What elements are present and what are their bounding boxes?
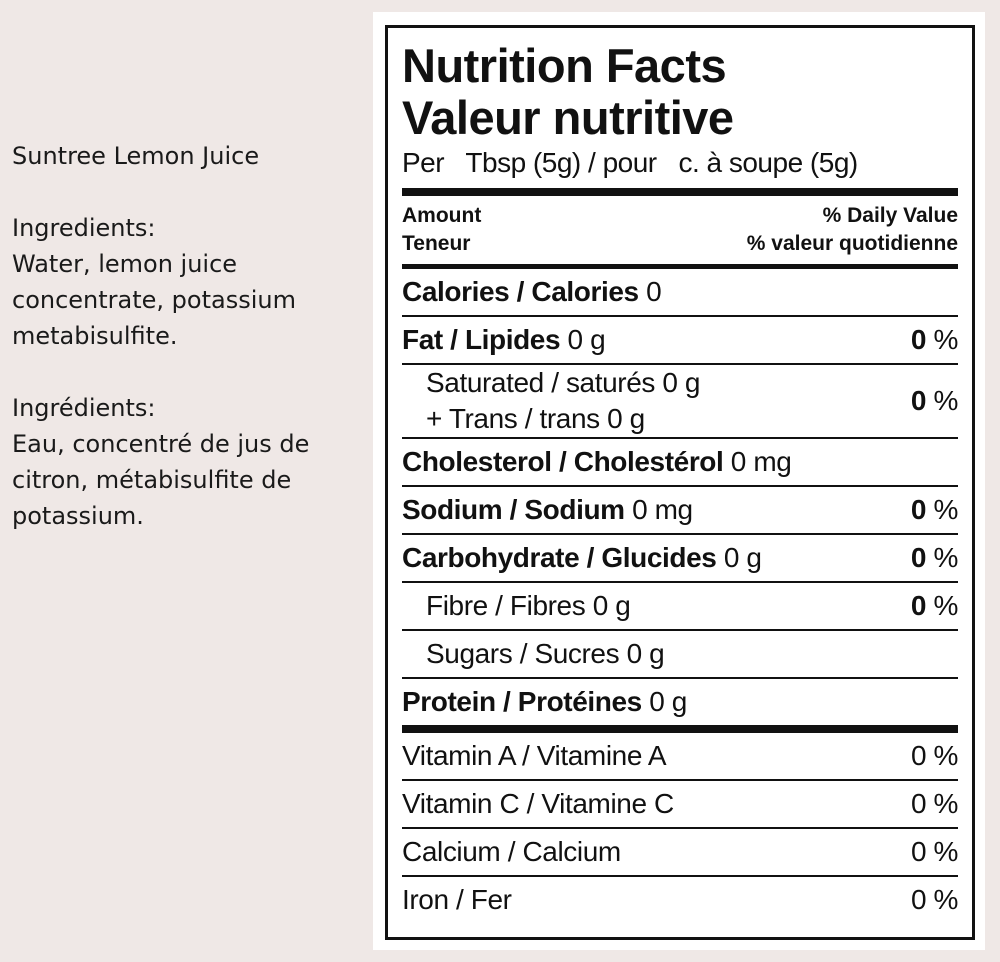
vitamin-row: Calcium / Calcium 0 % xyxy=(402,827,958,875)
divider-thick xyxy=(402,188,958,196)
carbohydrate-row: Carbohydrate / Glucides 0 g 0 % xyxy=(402,533,958,581)
sodium-pct: 0 xyxy=(910,494,927,525)
vitamin-pct: 0 % xyxy=(910,788,958,819)
divider-medium xyxy=(402,264,958,269)
sodium-row: Sodium / Sodium 0 mg 0 % xyxy=(402,485,958,533)
fat-value: 0 g xyxy=(567,324,606,355)
sat-trans-pct-sign: % xyxy=(933,385,959,416)
vitamin-name: Vitamin A / Vitamine A xyxy=(402,740,667,771)
title-en: Nutrition Facts xyxy=(402,39,727,92)
vitamin-name: Calcium / Calcium xyxy=(402,836,621,867)
ingredients-en-label: Ingredients: xyxy=(12,214,156,242)
saturated-text: Saturated / saturés 0 g xyxy=(426,367,701,398)
nutrition-facts-table: Nutrition Facts Valeur nutritive Per Tbs… xyxy=(385,25,975,940)
cholesterol-value: 0 mg xyxy=(730,446,792,477)
carb-value: 0 g xyxy=(723,542,762,573)
vitamin-pct: 0 % xyxy=(910,836,958,867)
ingredients-fr: Ingrédients: Eau, concentré de jus de ci… xyxy=(12,390,362,534)
fibre-text: Fibre / Fibres 0 g xyxy=(426,590,631,621)
title-fr: Valeur nutritive xyxy=(402,91,734,144)
sodium-label: Sodium / Sodium xyxy=(402,494,625,525)
product-info: Suntree Lemon Juice Ingredients: Water, … xyxy=(12,138,362,570)
dv-en: % Daily Value xyxy=(822,204,958,227)
calories-value: 0 xyxy=(646,276,662,307)
label-title: Nutrition Facts Valeur nutritive xyxy=(402,40,958,144)
ingredients-en: Ingredients: Water, lemon juice concentr… xyxy=(12,210,362,354)
cholesterol-row: Cholesterol / Cholestérol 0 mg xyxy=(402,437,958,485)
carb-label: Carbohydrate / Glucides xyxy=(402,542,717,573)
saturated-trans-row: Saturated / saturés 0 g + Trans / trans … xyxy=(402,363,958,437)
carb-pct-sign: % xyxy=(933,542,959,573)
cholesterol-label: Cholesterol / Cholestérol xyxy=(402,446,724,477)
vitamin-row: Iron / Fer 0 % xyxy=(402,875,958,923)
calories-row: Calories / Calories 0 xyxy=(402,269,958,315)
protein-label: Protein / Protéines xyxy=(402,686,642,717)
fat-label: Fat / Lipides xyxy=(402,324,561,355)
divider-vitamins xyxy=(402,725,958,733)
ingredients-fr-text: Eau, concentré de jus de citron, métabis… xyxy=(12,430,310,530)
fibre-pct: 0 xyxy=(910,590,927,621)
vitamin-name: Iron / Fer xyxy=(402,884,512,915)
fat-pct: 0 xyxy=(910,324,927,355)
fat-pct-sign: % xyxy=(933,324,959,355)
dv-fr: % valeur quotidienne xyxy=(746,232,958,255)
sat-trans-pct: 0 xyxy=(910,385,927,416)
vitamin-row: Vitamin A / Vitamine A 0 % xyxy=(402,733,958,779)
sugars-text: Sugars / Sucres 0 g xyxy=(426,638,665,669)
vitamins-section: Vitamin A / Vitamine A 0 % Vitamin C / V… xyxy=(402,733,958,923)
fibre-pct-sign: % xyxy=(933,590,959,621)
product-name: Suntree Lemon Juice xyxy=(12,142,260,170)
calories-label: Calories / Calories xyxy=(402,276,639,307)
protein-value: 0 g xyxy=(649,686,687,717)
ingredients-fr-label: Ingrédients: xyxy=(12,394,156,422)
ingredients-en-text: Water, lemon juice concentrate, potassiu… xyxy=(12,250,296,350)
vitamin-pct: 0 % xyxy=(910,740,958,771)
sodium-value: 0 mg xyxy=(632,494,693,525)
carb-pct: 0 xyxy=(910,542,927,573)
vitamin-row: Vitamin C / Vitamine C 0 % xyxy=(402,779,958,827)
amount-fr: Teneur xyxy=(402,232,471,255)
protein-row: Protein / Protéines 0 g xyxy=(402,677,958,725)
amount-header: Amount Teneur % Daily Value % valeur quo… xyxy=(402,196,958,264)
sodium-pct-sign: % xyxy=(933,494,959,525)
vitamin-pct: 0 % xyxy=(910,884,958,915)
fibre-row: Fibre / Fibres 0 g 0 % xyxy=(402,581,958,629)
fat-row: Fat / Lipides 0 g 0 % xyxy=(402,315,958,363)
sugars-row: Sugars / Sucres 0 g xyxy=(402,629,958,677)
amount-en: Amount xyxy=(402,204,482,227)
vitamin-name: Vitamin C / Vitamine C xyxy=(402,788,674,819)
trans-text: + Trans / trans 0 g xyxy=(426,403,645,434)
serving-size: Per Tbsp (5g) / pour c. à soupe (5g) xyxy=(402,147,858,178)
